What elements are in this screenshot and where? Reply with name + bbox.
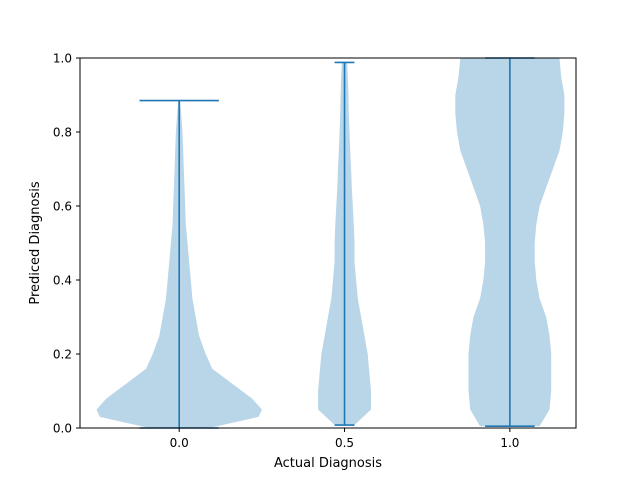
y-tick-label: 0.0 [53, 422, 72, 436]
x-axis-ticks: 0.0 0.5 1.0 [170, 428, 519, 450]
x-tick-label: 1.0 [500, 436, 519, 450]
y-tick-label: 0.4 [53, 274, 72, 288]
y-tick-label: 0.2 [53, 348, 72, 362]
y-tick-label: 1.0 [53, 52, 72, 66]
y-tick-label: 0.8 [53, 126, 72, 140]
y-tick-label: 0.6 [53, 200, 72, 214]
x-tick-label: 0.0 [170, 436, 189, 450]
y-axis-ticks: 0.0 0.2 0.4 0.6 0.8 1.0 [53, 52, 80, 436]
x-tick-label: 0.5 [335, 436, 354, 450]
plot-frame [79, 57, 577, 429]
y-axis-label: Prediced Diagnosis [28, 181, 43, 304]
violin-bodies [96, 58, 565, 428]
x-axis-label: Actual Diagnosis [274, 456, 382, 471]
